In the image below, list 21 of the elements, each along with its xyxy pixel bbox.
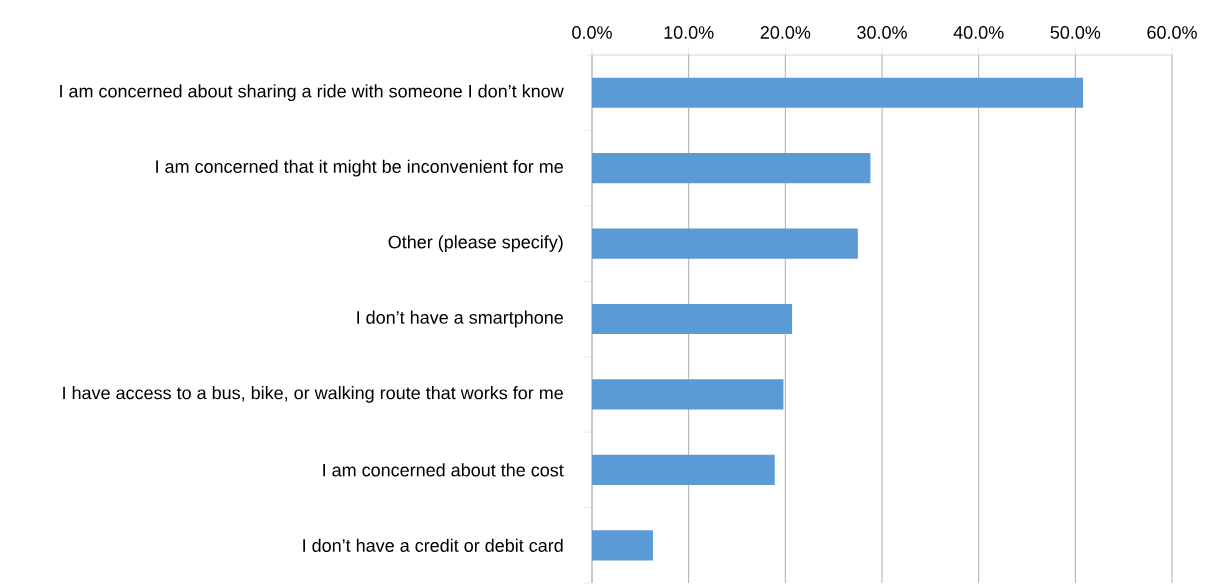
bar: [592, 303, 793, 335]
y-tick-label: I am concerned about sharing a ride with someone I don’t know: [60, 84, 564, 102]
bar: [592, 77, 1084, 108]
bar: [592, 454, 775, 485]
y-tick-label: I am concerned that it might be inconvenient for me: [156, 159, 563, 177]
y-tick-label: I don’t have a smartphone: [357, 310, 563, 328]
bar: [592, 228, 858, 259]
x-tick-label: 40.0%: [953, 26, 1004, 39]
x-tick-label: 0.0%: [572, 26, 612, 39]
bar: [592, 379, 784, 410]
bar: [592, 530, 653, 561]
x-tick-label: 30.0%: [857, 26, 907, 39]
x-tick-label: 10.0%: [664, 26, 714, 39]
y-tick-label: I am concerned about the cost: [323, 463, 564, 477]
x-tick-label: 50.0%: [1050, 26, 1101, 39]
y-tick-label: Other (please specify): [388, 235, 563, 252]
bar: [592, 153, 871, 184]
y-tick-label: I don’t have a credit or debit card: [303, 538, 563, 552]
x-tick-label: 60.0%: [1147, 26, 1197, 39]
x-tick-label: 20.0%: [760, 26, 811, 39]
y-tick-label: I have access to a bus, bike, or walking route that works for me: [63, 386, 563, 403]
